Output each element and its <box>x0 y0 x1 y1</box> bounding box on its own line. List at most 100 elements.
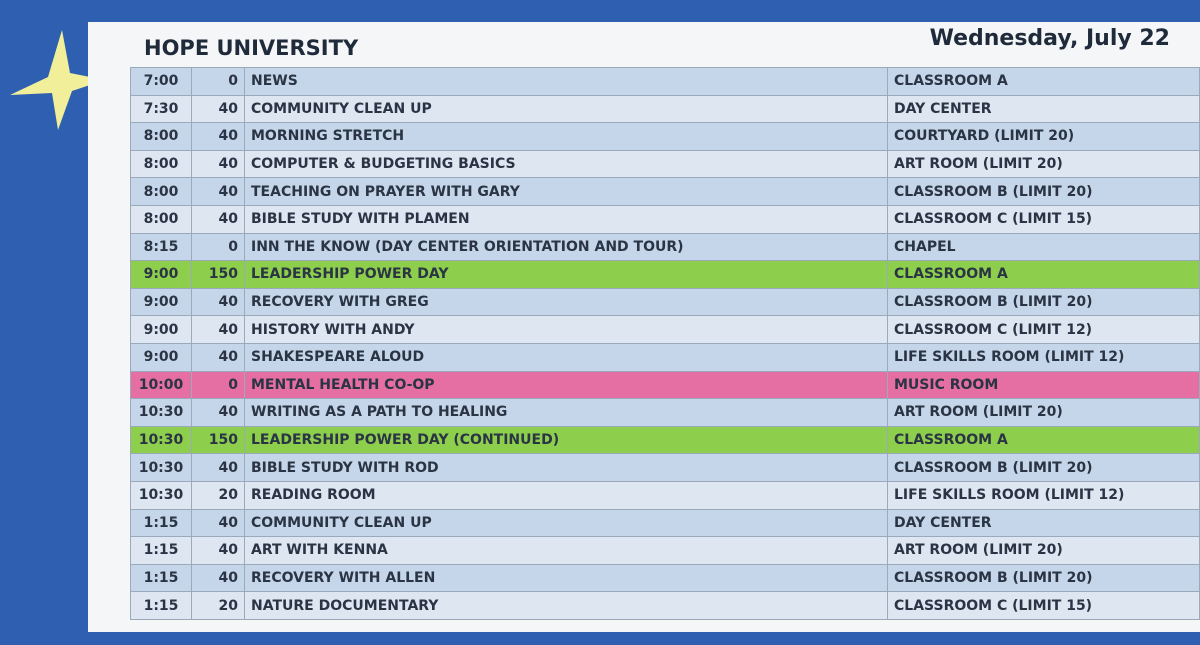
event: MENTAL HEALTH CO-OP <box>244 370 888 400</box>
duration: 40 <box>191 177 245 206</box>
time: 1:15 <box>130 508 192 538</box>
location: CLASSROOM A <box>887 67 1200 96</box>
event: LEADERSHIP POWER DAY <box>244 260 888 289</box>
duration: 20 <box>191 480 245 510</box>
duration: 40 <box>191 204 245 234</box>
location: CLASSROOM C (LIMIT 15) <box>887 591 1200 620</box>
location: CLASSROOM B (LIMIT 20) <box>887 563 1200 593</box>
event: HISTORY WITH ANDY <box>244 315 888 344</box>
event: COMMUNITY CLEAN UP <box>244 94 888 124</box>
duration: 0 <box>191 67 245 96</box>
event: WRITING AS A PATH TO HEALING <box>244 398 888 427</box>
time: 8:00 <box>130 204 192 234</box>
duration: 20 <box>191 591 245 620</box>
location: CLASSROOM C (LIMIT 15) <box>887 204 1200 234</box>
time: 10:00 <box>130 370 192 400</box>
duration: 0 <box>191 370 245 400</box>
schedule-row: 10:30 40 BIBLE STUDY WITH ROD CLASSROOM B (… <box>130 453 1200 482</box>
time: 8:00 <box>130 149 192 179</box>
event: BIBLE STUDY WITH PLAMEN <box>244 204 888 234</box>
time: 9:00 <box>130 287 192 317</box>
schedule-row: 8:00 40 MORNING STRETCH COURTYARD (LIMIT 20… <box>130 122 1200 151</box>
schedule-row: 1:15 40 RECOVERY WITH ALLEN CLASSROOM B (LI… <box>130 563 1200 593</box>
event: BIBLE STUDY WITH ROD <box>244 453 888 482</box>
event: LEADERSHIP POWER DAY (CONTINUED) <box>244 425 888 455</box>
title: HOPE UNIVERSITY <box>144 36 359 60</box>
star-icon <box>10 30 105 130</box>
location: CLASSROOM A <box>887 260 1200 289</box>
schedule-row: 9:00 40 HISTORY WITH ANDY CLASSROOM C (LIMI… <box>130 315 1200 344</box>
duration: 40 <box>191 563 245 593</box>
time: 8:00 <box>130 177 192 206</box>
time: 1:15 <box>130 591 192 620</box>
event: READING ROOM <box>244 480 888 510</box>
location: DAY CENTER <box>887 508 1200 538</box>
location: DAY CENTER <box>887 94 1200 124</box>
duration: 40 <box>191 315 245 344</box>
duration: 40 <box>191 453 245 482</box>
event: COMMUNITY CLEAN UP <box>244 508 888 538</box>
time: 10:30 <box>130 453 192 482</box>
time: 9:00 <box>130 315 192 344</box>
schedule-row: 10:00 0 MENTAL HEALTH CO-OP MUSIC ROOM <box>130 370 1200 400</box>
schedule-row: 9:00 40 RECOVERY WITH GREG CLASSROOM B (LIM… <box>130 287 1200 317</box>
time: 7:00 <box>130 67 192 96</box>
time: 9:00 <box>130 260 192 289</box>
time: 10:30 <box>130 425 192 455</box>
location: ART ROOM (LIMIT 20) <box>887 149 1200 179</box>
schedule-row: 10:30 20 READING ROOM LIFE SKILLS ROOM (LIM… <box>130 480 1200 510</box>
schedule-row: 1:15 40 COMMUNITY CLEAN UP DAY CENTER <box>130 508 1200 538</box>
event: NEWS <box>244 67 888 96</box>
event: ART WITH KENNA <box>244 536 888 565</box>
schedule-row: 8:00 40 TEACHING ON PRAYER WITH GARY CLASSR… <box>130 177 1200 206</box>
location: LIFE SKILLS ROOM (LIMIT 12) <box>887 480 1200 510</box>
time: 7:30 <box>130 94 192 124</box>
schedule-row: 10:30 40 WRITING AS A PATH TO HEALING ART R… <box>130 398 1200 427</box>
duration: 40 <box>191 536 245 565</box>
duration: 150 <box>191 260 245 289</box>
event: RECOVERY WITH GREG <box>244 287 888 317</box>
event: MORNING STRETCH <box>244 122 888 151</box>
schedule-row: 8:00 40 BIBLE STUDY WITH PLAMEN CLASSROOM C… <box>130 204 1200 234</box>
duration: 40 <box>191 94 245 124</box>
location: CLASSROOM B (LIMIT 20) <box>887 453 1200 482</box>
location: CLASSROOM A <box>887 425 1200 455</box>
duration: 40 <box>191 508 245 538</box>
duration: 0 <box>191 232 245 262</box>
duration: 40 <box>191 342 245 372</box>
time: 8:00 <box>130 122 192 151</box>
time: 1:15 <box>130 536 192 565</box>
duration: 40 <box>191 149 245 179</box>
location: CLASSROOM B (LIMIT 20) <box>887 177 1200 206</box>
location: CHAPEL <box>887 232 1200 262</box>
location: MUSIC ROOM <box>887 370 1200 400</box>
duration: 40 <box>191 122 245 151</box>
location: LIFE SKILLS ROOM (LIMIT 12) <box>887 342 1200 372</box>
time: 10:30 <box>130 480 192 510</box>
date: Wednesday, July 22 <box>929 26 1170 51</box>
event: RECOVERY WITH ALLEN <box>244 563 888 593</box>
schedule-row: 8:00 40 COMPUTER & BUDGETING BASICS ART ROO… <box>130 149 1200 179</box>
duration: 40 <box>191 398 245 427</box>
time: 10:30 <box>130 398 192 427</box>
location: ART ROOM (LIMIT 20) <box>887 536 1200 565</box>
schedule-row: 9:00 40 SHAKESPEARE ALOUD LIFE SKILLS ROOM … <box>130 342 1200 372</box>
duration: 150 <box>191 425 245 455</box>
event: SHAKESPEARE ALOUD <box>244 342 888 372</box>
time: 9:00 <box>130 342 192 372</box>
schedule-row: 1:15 40 ART WITH KENNA ART ROOM (LIMIT 20) <box>130 536 1200 565</box>
event: INN THE KNOW (DAY CENTER ORIENTATION AND… <box>244 232 888 262</box>
schedule-row: 7:30 40 COMMUNITY CLEAN UP DAY CENTER <box>130 94 1200 124</box>
event: COMPUTER & BUDGETING BASICS <box>244 149 888 179</box>
schedule-row: 9:00 150 LEADERSHIP POWER DAY CLASSROOM A <box>130 260 1200 289</box>
time: 8:15 <box>130 232 192 262</box>
event: TEACHING ON PRAYER WITH GARY <box>244 177 888 206</box>
schedule-row: 10:30 150 LEADERSHIP POWER DAY (CONTINUED)… <box>130 425 1200 455</box>
schedule-table: 7:00 0 NEWS CLASSROOM A 7:30 40 COMMUNITY CLEA… <box>130 67 1200 620</box>
duration: 40 <box>191 287 245 317</box>
event: NATURE DOCUMENTARY <box>244 591 888 620</box>
time: 1:15 <box>130 563 192 593</box>
schedule-row: 8:15 0 INN THE KNOW (DAY CENTER ORIENTATIO… <box>130 232 1200 262</box>
schedule-row: 1:15 20 NATURE DOCUMENTARY CLASSROOM C (LIM… <box>130 591 1200 620</box>
